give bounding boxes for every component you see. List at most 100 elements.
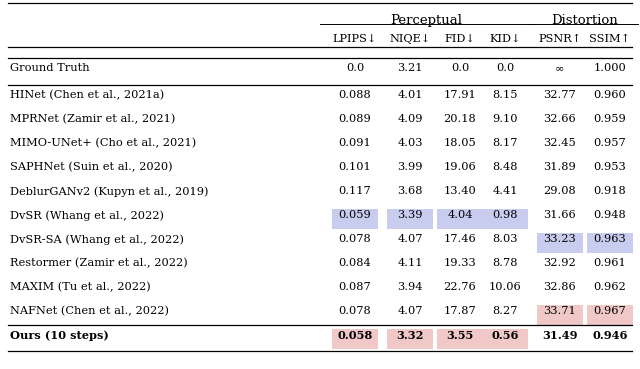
Text: 8.03: 8.03 <box>492 234 518 244</box>
Text: 3.21: 3.21 <box>397 63 423 73</box>
Text: 0.0: 0.0 <box>451 63 469 73</box>
Text: 0.091: 0.091 <box>339 138 371 148</box>
Text: 17.46: 17.46 <box>444 234 476 244</box>
Text: 19.06: 19.06 <box>444 162 476 172</box>
Text: 1.000: 1.000 <box>594 63 627 73</box>
FancyBboxPatch shape <box>387 209 433 229</box>
Text: 0.967: 0.967 <box>594 306 627 316</box>
Text: 4.11: 4.11 <box>397 258 423 268</box>
Text: 0.962: 0.962 <box>594 282 627 292</box>
Text: 32.77: 32.77 <box>543 90 577 100</box>
FancyBboxPatch shape <box>437 329 483 349</box>
FancyBboxPatch shape <box>332 329 378 349</box>
FancyBboxPatch shape <box>587 305 633 325</box>
Text: 32.86: 32.86 <box>543 282 577 292</box>
Text: 3.39: 3.39 <box>397 210 423 220</box>
Text: 4.07: 4.07 <box>397 306 423 316</box>
Text: 31.89: 31.89 <box>543 162 577 172</box>
Text: 0.101: 0.101 <box>339 162 371 172</box>
Text: 29.08: 29.08 <box>543 186 577 196</box>
Text: 13.40: 13.40 <box>444 186 476 196</box>
Text: MPRNet (Zamir et al., 2021): MPRNet (Zamir et al., 2021) <box>10 114 175 124</box>
Text: 0.98: 0.98 <box>492 210 518 220</box>
Text: 0.960: 0.960 <box>594 90 627 100</box>
Text: 0.0: 0.0 <box>346 63 364 73</box>
Text: 3.99: 3.99 <box>397 162 423 172</box>
Text: LPIPS↓: LPIPS↓ <box>333 34 377 44</box>
Text: 0.058: 0.058 <box>337 330 372 341</box>
Text: 0.088: 0.088 <box>339 90 371 100</box>
Text: 0.087: 0.087 <box>339 282 371 292</box>
Text: 3.55: 3.55 <box>446 330 474 341</box>
Text: 4.09: 4.09 <box>397 114 423 124</box>
Text: 4.01: 4.01 <box>397 90 423 100</box>
Text: DeblurGANv2 (Kupyn et al., 2019): DeblurGANv2 (Kupyn et al., 2019) <box>10 186 209 197</box>
Text: 8.78: 8.78 <box>492 258 518 268</box>
Text: 0.918: 0.918 <box>594 186 627 196</box>
Text: Perceptual: Perceptual <box>390 14 463 27</box>
Text: 0.117: 0.117 <box>339 186 371 196</box>
FancyBboxPatch shape <box>482 209 528 229</box>
Text: 8.48: 8.48 <box>492 162 518 172</box>
Text: 9.10: 9.10 <box>492 114 518 124</box>
Text: 32.45: 32.45 <box>543 138 577 148</box>
Text: Ground Truth: Ground Truth <box>10 63 90 73</box>
Text: DvSR (Whang et al., 2022): DvSR (Whang et al., 2022) <box>10 210 164 221</box>
Text: Distortion: Distortion <box>552 14 618 27</box>
Text: 3.32: 3.32 <box>396 330 424 341</box>
Text: FID↓: FID↓ <box>445 34 476 44</box>
Text: Ours (10 steps): Ours (10 steps) <box>10 330 109 341</box>
Text: 0.084: 0.084 <box>339 258 371 268</box>
FancyBboxPatch shape <box>587 233 633 253</box>
Text: MAXIM (Tu et al., 2022): MAXIM (Tu et al., 2022) <box>10 282 151 292</box>
Text: 0.961: 0.961 <box>594 258 627 268</box>
Text: Restormer (Zamir et al., 2022): Restormer (Zamir et al., 2022) <box>10 258 188 268</box>
Text: ∞: ∞ <box>556 63 564 73</box>
FancyBboxPatch shape <box>332 209 378 229</box>
Text: 0.078: 0.078 <box>339 234 371 244</box>
Text: 0.0: 0.0 <box>496 63 514 73</box>
Text: NIQE↓: NIQE↓ <box>389 34 431 44</box>
FancyBboxPatch shape <box>387 329 433 349</box>
Text: 33.23: 33.23 <box>543 234 577 244</box>
Text: NAFNet (Chen et al., 2022): NAFNet (Chen et al., 2022) <box>10 306 169 316</box>
Text: 10.06: 10.06 <box>488 282 522 292</box>
Text: 19.33: 19.33 <box>444 258 476 268</box>
FancyBboxPatch shape <box>537 233 583 253</box>
Text: 3.94: 3.94 <box>397 282 423 292</box>
FancyBboxPatch shape <box>437 209 483 229</box>
Text: 17.91: 17.91 <box>444 90 476 100</box>
Text: MIMO-UNet+ (Cho et al., 2021): MIMO-UNet+ (Cho et al., 2021) <box>10 138 196 148</box>
FancyBboxPatch shape <box>537 305 583 325</box>
Text: 32.92: 32.92 <box>543 258 577 268</box>
Text: 20.18: 20.18 <box>444 114 476 124</box>
Text: 0.963: 0.963 <box>594 234 627 244</box>
Text: 8.15: 8.15 <box>492 90 518 100</box>
Text: 8.17: 8.17 <box>492 138 518 148</box>
Text: 31.49: 31.49 <box>542 330 578 341</box>
Text: 0.946: 0.946 <box>592 330 628 341</box>
Text: KID↓: KID↓ <box>489 34 521 44</box>
Text: 0.957: 0.957 <box>594 138 627 148</box>
Text: 4.07: 4.07 <box>397 234 423 244</box>
Text: 8.27: 8.27 <box>492 306 518 316</box>
Text: 4.41: 4.41 <box>492 186 518 196</box>
Text: 33.71: 33.71 <box>543 306 577 316</box>
Text: 0.948: 0.948 <box>594 210 627 220</box>
Text: 0.56: 0.56 <box>492 330 518 341</box>
FancyBboxPatch shape <box>482 329 528 349</box>
Text: 18.05: 18.05 <box>444 138 476 148</box>
Text: 32.66: 32.66 <box>543 114 577 124</box>
Text: 22.76: 22.76 <box>444 282 476 292</box>
Text: DvSR-SA (Whang et al., 2022): DvSR-SA (Whang et al., 2022) <box>10 234 184 245</box>
Text: 0.059: 0.059 <box>339 210 371 220</box>
Text: 4.03: 4.03 <box>397 138 423 148</box>
Text: 4.04: 4.04 <box>447 210 473 220</box>
Text: 0.959: 0.959 <box>594 114 627 124</box>
Text: 3.68: 3.68 <box>397 186 423 196</box>
Text: SSIM↑: SSIM↑ <box>589 34 630 44</box>
Text: 0.078: 0.078 <box>339 306 371 316</box>
Text: 31.66: 31.66 <box>543 210 577 220</box>
Text: 17.87: 17.87 <box>444 306 476 316</box>
Text: PSNR↑: PSNR↑ <box>538 34 582 44</box>
